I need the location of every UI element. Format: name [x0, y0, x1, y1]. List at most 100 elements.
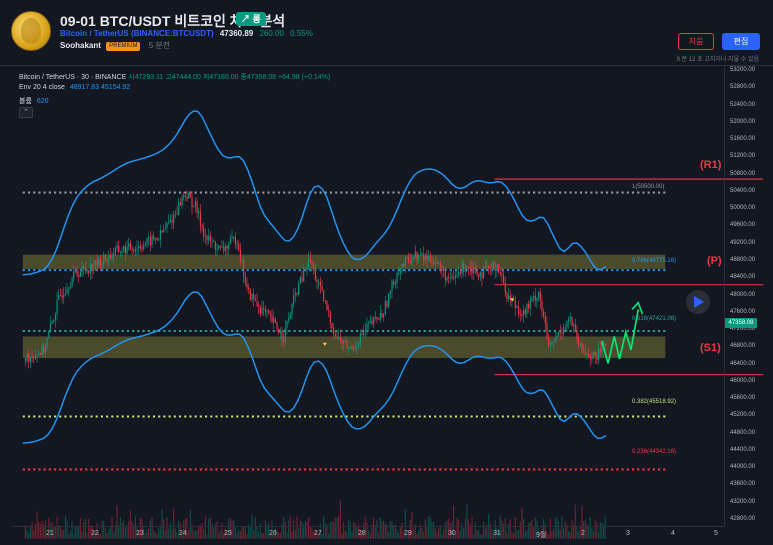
time-axis[interactable]: 21 22 23 24 25 26 27 28 29 30 31 9월 2 3 4 5: [13, 526, 724, 545]
edit-button[interactable]: 편집: [722, 33, 760, 50]
collapse-legend-button[interactable]: ⌃: [19, 107, 33, 118]
volume-bar: [209, 517, 211, 539]
candle-body: [516, 306, 518, 308]
delete-button[interactable]: 지움: [678, 33, 714, 50]
volume-bar: [326, 524, 328, 539]
volume-bar: [254, 517, 256, 539]
candle-body: [293, 294, 295, 305]
volume-bar: [364, 516, 366, 539]
volume-bar: [466, 504, 468, 539]
price-chart[interactable]: [13, 67, 773, 545]
volume-bar: [361, 531, 363, 539]
candle-body: [316, 279, 318, 282]
idea-title: 09-01 BTC/USDT 비트코인 차트 분석: [60, 13, 286, 29]
candle-body: [513, 300, 515, 302]
volume-bar: [231, 520, 233, 539]
candle-body: [408, 257, 410, 262]
price-tick: 47200.00: [730, 326, 756, 333]
candle-body: [139, 246, 141, 248]
volume-bar: [501, 520, 503, 539]
candle-body: [459, 272, 461, 274]
volume-bar: [459, 530, 461, 539]
symbol-price: 47360.89: [219, 29, 254, 38]
volume-bar: [88, 519, 90, 539]
candle-body: [429, 256, 431, 263]
volume-bar: [454, 533, 456, 539]
candle-body: [271, 315, 273, 323]
candle-body: [353, 349, 355, 351]
volume-bar: [238, 530, 240, 539]
time-tick: 29: [404, 530, 412, 537]
symbol-line: Bitcoin / TetherUS (BINANCE:BTCUSDT) 473…: [60, 29, 313, 38]
candle-body: [128, 243, 130, 247]
candle-body: [423, 254, 425, 260]
candle-body: [133, 250, 135, 252]
candle-body: [124, 246, 126, 254]
author-avatar[interactable]: [11, 11, 51, 51]
candle-body: [308, 258, 310, 269]
price-axis[interactable]: 53200.00 52800.00 52400.00 52000.00 51600.00…: [724, 66, 773, 526]
fib-label: 0.618(47421.08): [632, 316, 677, 323]
volume-bar: [544, 523, 546, 539]
volume-bar: [129, 510, 131, 539]
candle-body: [283, 338, 285, 343]
volume-bar: [84, 519, 86, 539]
volume-bar: [476, 530, 478, 539]
candle-body: [536, 297, 538, 301]
candle-body: [584, 351, 586, 355]
price-tick: 53200.00: [730, 67, 756, 73]
price-tick: 44400.00: [730, 446, 756, 453]
candle-body: [258, 305, 260, 308]
candle-body: [488, 266, 490, 268]
volume-bar: [568, 531, 570, 539]
chart-legend: Bitcoin / TetherUS · 30 · BINANCE 시47293…: [19, 72, 330, 82]
candle-body: [379, 313, 381, 320]
symbol-link[interactable]: Bitcoin / TetherUS (BINANCE:BTCUSDT): [60, 29, 214, 38]
candle-body: [268, 310, 270, 314]
volume-bar: [536, 520, 538, 539]
candle-body: [119, 252, 121, 253]
candle-body: [261, 307, 263, 314]
candle-body: [63, 294, 65, 298]
candle-body: [404, 257, 406, 266]
price-tick: 50400.00: [730, 187, 756, 194]
candle-body: [78, 275, 80, 277]
candle-body: [478, 274, 480, 277]
volume-bar: [46, 533, 48, 539]
volume-bar: [318, 533, 320, 539]
candle-body: [564, 327, 566, 330]
volume-bar: [199, 525, 201, 539]
volume-bar: [578, 530, 580, 539]
volume-bar: [113, 532, 115, 539]
volume-bar: [441, 534, 443, 539]
candle-body: [221, 246, 223, 248]
legend-symbol: Bitcoin / TetherUS · 30 · BINANCE: [19, 74, 127, 81]
volume-bar: [281, 524, 283, 539]
candle-body: [153, 236, 155, 240]
candle-body: [424, 255, 426, 260]
candle-body: [118, 245, 120, 253]
replay-button[interactable]: [686, 290, 710, 314]
candle-body: [248, 287, 250, 290]
time-tick: 30: [448, 530, 456, 537]
volume-bar: [581, 505, 583, 539]
candle-body: [28, 353, 30, 362]
volume-bar: [31, 522, 33, 539]
candle-body: [183, 194, 185, 197]
author-name[interactable]: Soohakant: [60, 41, 101, 50]
volume-bar: [226, 532, 228, 539]
candle-body: [431, 262, 433, 264]
volume-bar: [233, 519, 235, 539]
volume-bar: [398, 532, 400, 539]
volume-bar: [331, 521, 333, 539]
volume-bar: [411, 511, 413, 539]
candle-body: [524, 310, 526, 315]
volume-bar: [429, 517, 431, 539]
candle-body: [491, 262, 493, 268]
volume-bar: [576, 525, 578, 539]
candle-body: [464, 269, 466, 272]
volume-bar: [424, 519, 426, 539]
candle-body: [446, 277, 448, 281]
candle-body: [311, 262, 313, 266]
candle-body: [204, 235, 206, 237]
